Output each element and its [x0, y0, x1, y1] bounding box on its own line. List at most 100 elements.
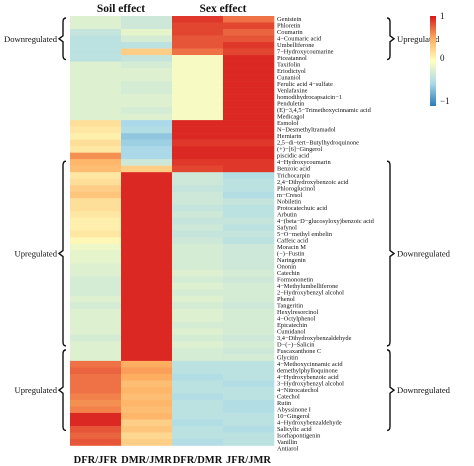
- heatmap-cell: [70, 152, 122, 160]
- row-label: Isorhapontigenin: [277, 433, 321, 440]
- heatmap-cell: [172, 48, 224, 56]
- heatmap-cell: [172, 432, 224, 440]
- heatmap-cell: [223, 87, 275, 95]
- heatmap-cell: [223, 438, 275, 446]
- heatmap-cell: [121, 55, 173, 62]
- heatmap-cell: [70, 133, 122, 140]
- heatmap-cell: [121, 308, 173, 316]
- heatmap-cell: [121, 217, 173, 225]
- row-label: Glycitin: [277, 354, 299, 361]
- heatmap-cell: [172, 42, 224, 49]
- row-label: Piceatannol: [277, 55, 307, 62]
- heatmap-cell: [172, 367, 224, 375]
- left-group-label: Upregulated: [15, 249, 58, 259]
- heatmap-cell: [121, 185, 173, 193]
- heatmap-cell: [223, 289, 275, 297]
- heatmap-cell: [70, 16, 122, 23]
- heatmap-cell: [223, 386, 275, 394]
- heatmap-cell: [172, 302, 224, 310]
- heatmap-cell: [223, 16, 275, 23]
- heatmap-cell: [172, 425, 224, 433]
- left-group-bracket: [57, 17, 67, 61]
- heatmap-cell: [121, 211, 173, 219]
- row-label: N−Desmethyltramadol: [277, 127, 336, 134]
- row-label: 4−Methylumbelliferone: [277, 283, 338, 290]
- heatmap-cell: [70, 256, 122, 264]
- row-label: 2,5−di−tert−Butylhydroquinone: [277, 140, 359, 147]
- row-label: Esmolol: [277, 120, 299, 127]
- heatmap-cell: [121, 172, 173, 179]
- heatmap-cell: [223, 55, 275, 62]
- row-label: Salicylic acid: [277, 426, 312, 433]
- heatmap-cell: [121, 87, 173, 95]
- heatmap-cell: [223, 393, 275, 401]
- row-label: Formononetin: [277, 276, 314, 283]
- heatmap-cell: [121, 302, 173, 310]
- heatmap-cell: [121, 191, 173, 199]
- heatmap-cell: [223, 224, 275, 232]
- heatmap-cell: [223, 302, 275, 310]
- row-label: Medicagol: [277, 114, 305, 121]
- heatmap-cell: [70, 120, 122, 127]
- heatmap-cell: [223, 380, 275, 388]
- heatmap-cell: [223, 354, 275, 362]
- heatmap-cell: [172, 347, 224, 355]
- heatmap-cells: [70, 16, 275, 446]
- heatmap-cell: [70, 237, 122, 245]
- heatmap-cell: [172, 152, 224, 160]
- heatmap-cell: [121, 100, 173, 108]
- heatmap-cell: [223, 120, 275, 127]
- heatmap-cell: [70, 347, 122, 355]
- heatmap-cell: [70, 393, 122, 401]
- heatmap-cell: [223, 107, 275, 114]
- heatmap-cell: [70, 48, 122, 56]
- heatmap-cell: [70, 367, 122, 375]
- heatmap-cell: [121, 35, 173, 43]
- row-label: D−(−)−Salicin: [277, 341, 315, 348]
- heatmap-cell: [70, 315, 122, 323]
- row-label: Fuscaxanthone C: [277, 348, 321, 355]
- right-group-bracket: [386, 160, 396, 347]
- heatmap-cell: [223, 22, 275, 30]
- heatmap-cell: [172, 29, 224, 36]
- heatmap-cell: [121, 406, 173, 414]
- heatmap-cell: [70, 419, 122, 427]
- column-label: DFR/DMR: [173, 455, 223, 466]
- heatmap-cell: [121, 263, 173, 271]
- heatmap-cell: [172, 354, 224, 362]
- heatmap-cell: [70, 438, 122, 446]
- row-label: Abyssinone I: [277, 407, 311, 414]
- row-label: Cunaniol: [277, 75, 301, 82]
- heatmap-cell: [121, 373, 173, 381]
- heatmap-cell: [223, 341, 275, 349]
- heatmap-cell: [70, 74, 122, 82]
- heatmap-cell: [70, 159, 122, 166]
- heatmap-cell: [121, 81, 173, 88]
- heatmap-cell: [70, 373, 122, 381]
- heatmap-cell: [70, 224, 122, 232]
- heatmap-cell: [223, 113, 275, 121]
- heatmap-cell: [223, 191, 275, 199]
- heatmap-cell: [172, 269, 224, 277]
- row-label: (+)−[6]−Gingerol: [277, 146, 322, 153]
- row-label: Phloroglucinol: [277, 185, 315, 192]
- column-label: JFR/JMR: [226, 455, 271, 466]
- heatmap-cell: [70, 107, 122, 114]
- heatmap-cell: [121, 321, 173, 329]
- group-title: Sex effect: [200, 3, 247, 15]
- heatmap-cell: [121, 74, 173, 82]
- heatmap-cell: [223, 35, 275, 43]
- heatmap-cell: [223, 126, 275, 134]
- heatmap-cell: [70, 100, 122, 108]
- heatmap-cell: [172, 204, 224, 212]
- heatmap-cell: [121, 438, 173, 446]
- heatmap-cell: [223, 282, 275, 290]
- heatmap-cell: [70, 217, 122, 225]
- heatmap-cell: [121, 315, 173, 323]
- heatmap-cell: [172, 276, 224, 284]
- heatmap-cell: [70, 139, 122, 147]
- heatmap-cell: [121, 22, 173, 30]
- row-label: 2−Hydroxybenzyl alcohol: [277, 289, 344, 296]
